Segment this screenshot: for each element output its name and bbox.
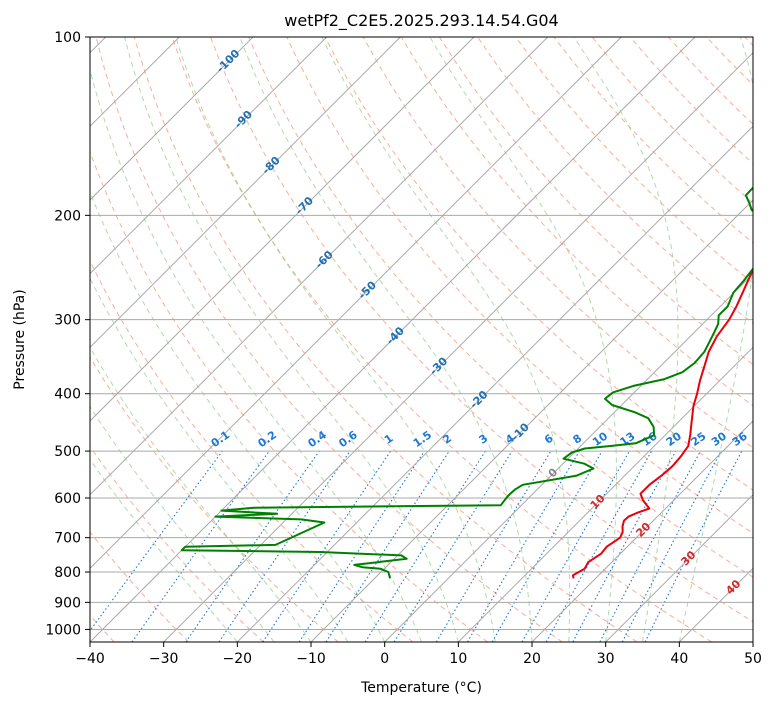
- y-tick-label: 900: [54, 595, 81, 611]
- x-tick-label: −20: [223, 651, 253, 667]
- y-tick-label: 200: [54, 208, 81, 224]
- y-tick-label: 1000: [45, 622, 81, 638]
- x-axis-label: Temperature (°C): [360, 680, 482, 696]
- y-tick-label: 700: [54, 531, 81, 547]
- y-tick-label: 500: [54, 444, 81, 460]
- chart-title: wetPf2_C2E5.2025.293.14.54.G04: [284, 11, 558, 31]
- y-tick-label: 400: [54, 387, 81, 403]
- y-axis-label: Pressure (hPa): [12, 289, 28, 389]
- x-tick-label: −30: [149, 651, 179, 667]
- x-tick-label: −40: [75, 651, 105, 667]
- x-tick-label: 10: [449, 651, 467, 667]
- x-tick-label: 0: [380, 651, 389, 667]
- x-tick-label: 30: [597, 651, 615, 667]
- x-tick-label: 40: [670, 651, 688, 667]
- y-tick-label: 800: [54, 565, 81, 581]
- y-tick-label: 300: [54, 313, 81, 329]
- x-tick-label: 20: [523, 651, 541, 667]
- y-tick-label: 600: [54, 491, 81, 507]
- x-tick-label: 50: [744, 651, 762, 667]
- x-tick-label: −10: [296, 651, 326, 667]
- y-tick-label: 100: [54, 30, 81, 46]
